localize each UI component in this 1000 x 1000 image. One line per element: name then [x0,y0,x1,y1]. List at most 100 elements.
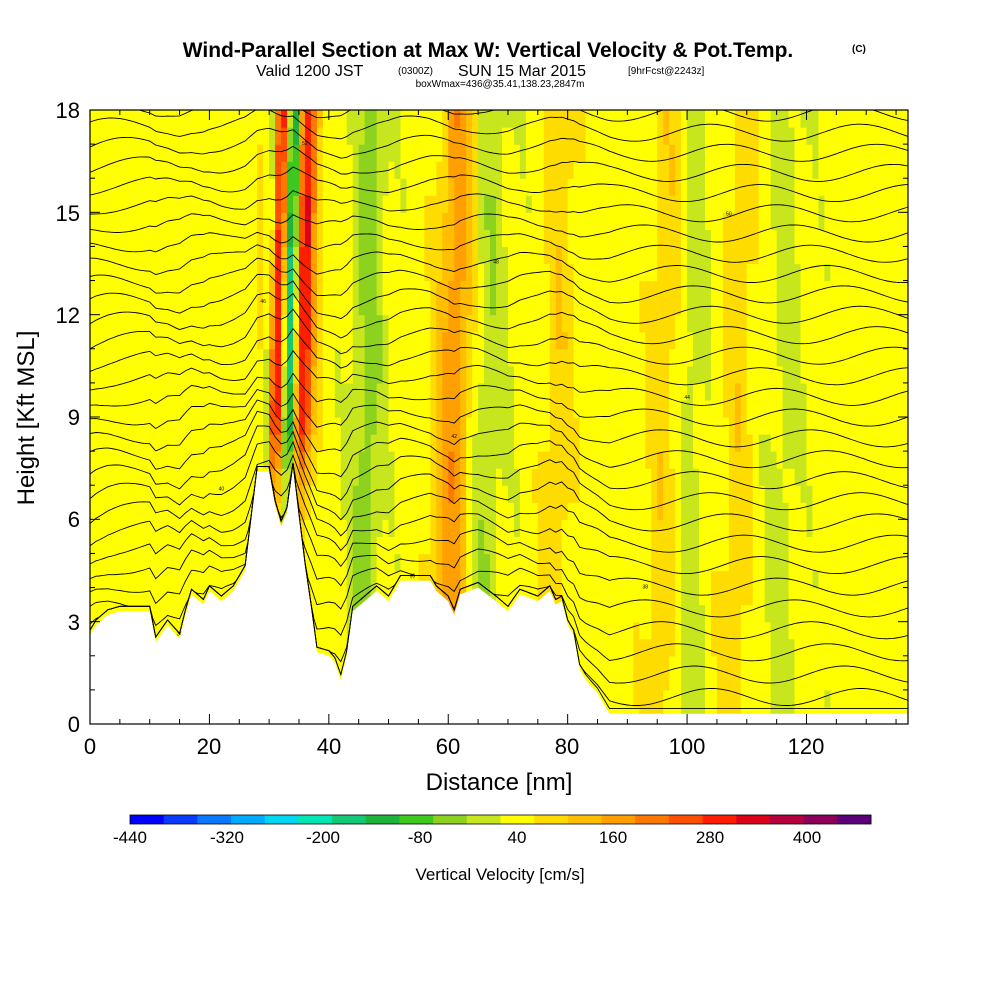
velocity-cell [675,110,682,128]
velocity-cell [203,553,211,572]
isentrope-line [90,462,908,640]
velocity-cell [806,519,814,537]
velocity-cell [657,689,664,708]
velocity-cell [687,655,694,674]
velocity-cell [239,161,246,179]
velocity-cell [370,570,378,589]
velocity-cell [878,365,885,384]
velocity-cell [836,382,843,401]
velocity-cell [525,570,533,589]
velocity-cell [591,314,599,333]
velocity-cell [257,280,264,299]
velocity-cell [525,485,533,503]
velocity-cell [890,570,897,589]
velocity-cell [424,570,431,589]
velocity-cell [866,519,873,537]
velocity-cell [728,161,736,179]
velocity-cell [728,536,736,555]
velocity-cell [591,587,599,606]
velocity-cell [191,246,199,265]
velocity-cell [227,212,234,230]
velocity-cell [364,417,372,435]
velocity-cell [842,127,849,145]
velocity-cell [107,297,115,316]
velocity-cell [716,604,724,623]
velocity-cell [543,195,551,213]
velocity-cell [824,689,831,708]
velocity-cell [657,263,664,282]
velocity-cell [507,485,515,503]
velocity-cell [878,382,885,401]
velocity-cell [621,468,628,486]
velocity-cell [167,297,175,316]
velocity-cell [830,672,837,691]
velocity-cell [704,229,712,248]
velocity-cell [788,297,796,316]
velocity-cell [669,468,676,486]
velocity-cell [716,144,724,162]
velocity-cell [848,161,855,179]
velocity-cell [394,468,402,486]
velocity-cell [293,434,300,452]
velocity-cell [191,195,199,213]
velocity-cell [561,229,569,248]
velocity-cell [418,570,425,589]
velocity-cell [298,519,306,537]
velocity-cell [633,263,640,282]
velocity-cell [734,331,742,350]
velocity-cell [233,434,240,452]
velocity-cell [591,604,599,623]
velocity-cell [722,434,730,452]
velocity-cell [585,519,593,537]
velocity-cell [681,519,688,537]
velocity-cell [394,212,402,230]
velocity-cell [448,297,455,316]
velocity-cell [90,195,97,213]
velocity-cell [472,178,479,196]
velocity-cell [215,587,222,606]
velocity-cell [866,127,873,145]
velocity-cell [681,672,688,691]
velocity-cell [472,570,479,589]
velocity-cell [251,434,258,452]
velocity-cell [722,331,730,350]
velocity-cell [125,229,133,248]
velocity-cell [579,604,587,623]
velocity-cell [436,314,443,333]
velocity-cell [167,434,175,452]
velocity-cell [460,519,467,537]
velocity-cell [687,434,694,452]
velocity-cell [615,314,622,333]
velocity-cell [770,229,778,248]
axis-ticks [89,109,908,725]
velocity-cell [848,485,855,503]
velocity-cell [890,451,897,469]
velocity-cell [836,399,843,418]
velocity-cell [722,604,730,623]
velocity-cell [113,553,121,572]
velocity-cell [567,621,575,640]
velocity-cell [764,570,772,589]
velocity-cell [710,621,718,640]
velocity-cell [758,195,766,213]
velocity-cell [884,144,891,162]
velocity-cell [490,382,497,401]
velocity-cell [621,263,628,282]
velocity-cell [221,451,228,469]
velocity-cell [239,331,246,350]
velocity-cell [507,178,515,196]
velocity-cell [764,672,772,691]
velocity-cell [597,331,605,350]
velocity-cell [752,417,760,435]
velocity-cell [131,212,139,230]
velocity-cell [281,365,288,384]
velocity-cell [424,314,431,333]
velocity-cell [699,417,706,435]
velocity-cell [794,468,802,486]
velocity-cell [454,417,461,435]
velocity-cell [651,297,658,316]
velocity-cell [788,502,796,520]
velocity-cell [699,519,706,537]
velocity-cell [275,348,282,367]
